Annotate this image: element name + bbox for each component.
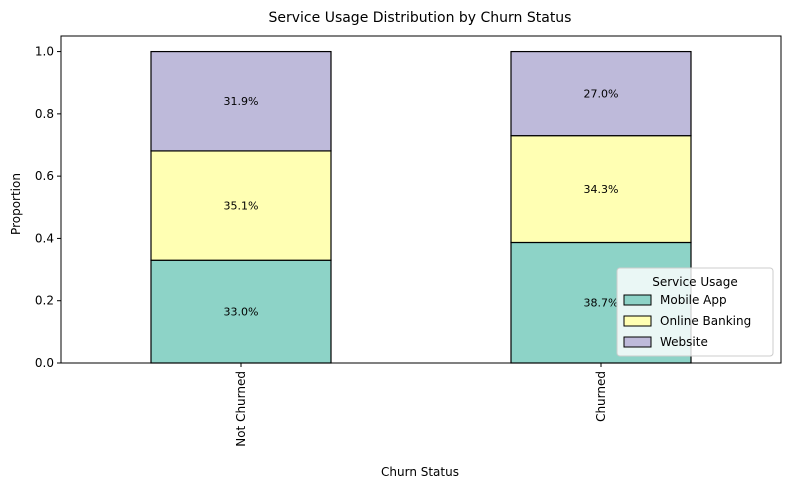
x-tick-label: Not Churned xyxy=(234,371,248,447)
x-tick-label: Churned xyxy=(594,371,608,422)
bar-segment xyxy=(150,50,332,152)
y-tick-label: 0.2 xyxy=(35,294,54,308)
plot-area: 33.0% 35.1% 31.9% 38.7% 34.3% 27.0% 0.0 0.2 0.4 0… xyxy=(35,35,782,447)
data-label: 38.7% xyxy=(584,297,619,310)
data-label: 35.1% xyxy=(224,200,259,213)
y-tick-label: 1.0 xyxy=(35,45,54,59)
legend-swatch xyxy=(623,294,652,306)
y-tick-label: 0.8 xyxy=(35,107,54,121)
legend-title: Service Usage xyxy=(652,275,738,289)
data-label: 27.0% xyxy=(584,88,619,101)
legend: Service Usage Mobile App Online Banking We… xyxy=(616,267,774,357)
y-axis-label: Proportion xyxy=(9,173,23,235)
bar-segment xyxy=(510,135,692,244)
bar-segment xyxy=(150,259,332,364)
legend-swatch xyxy=(623,336,652,348)
plot-frame xyxy=(60,35,782,364)
legend-label: Mobile App xyxy=(660,293,727,307)
data-label: 34.3% xyxy=(584,183,619,196)
data-label: 31.9% xyxy=(224,95,259,108)
bar-segment xyxy=(510,50,692,137)
y-tick-label: 0.0 xyxy=(35,356,54,370)
data-label: 33.0% xyxy=(224,306,259,319)
bar-segment xyxy=(150,150,332,261)
y-tick-label: 0.6 xyxy=(35,169,54,183)
chart-title: Service Usage Distribution by Churn Stat… xyxy=(269,10,572,26)
y-tick-label: 0.4 xyxy=(35,231,54,245)
legend-label: Website xyxy=(660,335,708,349)
legend-box xyxy=(616,267,774,357)
x-axis-label: Churn Status xyxy=(381,465,459,479)
legend-label: Online Banking xyxy=(660,314,751,328)
legend-swatch xyxy=(623,315,652,327)
